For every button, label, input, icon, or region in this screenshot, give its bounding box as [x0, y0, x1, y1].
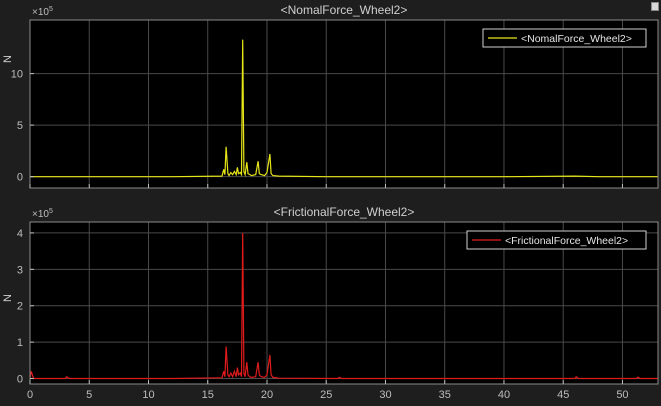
frictional-xtick-label-9: 45 [557, 389, 569, 401]
frictional-legend-box [466, 230, 647, 250]
normal-ylabel: N [2, 55, 14, 63]
frictional-force-plot[interactable]: 0 5 10 15 20 25 30 35 40 45 50 0 1 2 3 4 ×105 <Frictional… [2, 205, 659, 401]
frictional-ylabel: N [2, 294, 14, 302]
normal-legend[interactable]: <NomalForce_Wheel2> [482, 28, 647, 48]
normal-ytick-label-0: 0 [17, 172, 23, 184]
frictional-xtick-label-0: 0 [27, 389, 33, 401]
frictional-xtick-label-3: 15 [202, 389, 214, 401]
frictional-legend-label: <FrictionalForce_Wheel2> [505, 235, 628, 247]
normal-title: <NomalForce_Wheel2> [281, 3, 408, 17]
frictional-exponent-power: 5 [49, 208, 53, 215]
frictional-xtick-label-8: 40 [498, 389, 510, 401]
frictional-ytick-label-2: 2 [17, 301, 23, 313]
frictional-xtick-label-5: 25 [320, 389, 332, 401]
normal-legend-label: <NomalForce_Wheel2> [521, 33, 632, 45]
frictional-exponent-label: ×105 [32, 208, 53, 220]
frictional-ytick-label-3: 3 [17, 264, 23, 276]
frictional-xtick-label-6: 30 [379, 389, 391, 401]
frictional-xtick-label-2: 10 [142, 389, 154, 401]
normal-legend-box [482, 28, 647, 48]
normal-ytick-label-1: 5 [17, 120, 23, 132]
frictional-xtick-label-10: 50 [616, 389, 628, 401]
normal-axes-background [30, 20, 658, 188]
normal-axes-frame [29, 19, 659, 189]
frictional-legend[interactable]: <FrictionalForce_Wheel2> [466, 230, 647, 250]
normal-exponent-power: 5 [49, 6, 53, 13]
normal-exponent-label: ×105 [32, 6, 53, 18]
frictional-xtick-label-7: 35 [439, 389, 451, 401]
frictional-xtick-label-1: 5 [86, 389, 92, 401]
normal-force-plot[interactable]: 0 5 10 ×105 <NomalForce_Wheel2> N <NomalForce_… [2, 3, 659, 189]
frictional-ytick-label-0: 0 [17, 374, 23, 386]
frictional-series-line-0 [30, 232, 658, 380]
window-undock-button[interactable] [651, 2, 659, 11]
frictional-ytick-label-1: 1 [17, 337, 23, 349]
frictional-xtick-label-4: 20 [261, 389, 273, 401]
frictional-title: <FrictionalForce_Wheel2> [274, 205, 415, 219]
frictional-ytick-label-4: 4 [17, 228, 23, 240]
normal-series-line-0 [30, 39, 658, 178]
normal-ytick-label-2: 10 [11, 69, 23, 81]
frictional-axes-frame [29, 221, 659, 385]
